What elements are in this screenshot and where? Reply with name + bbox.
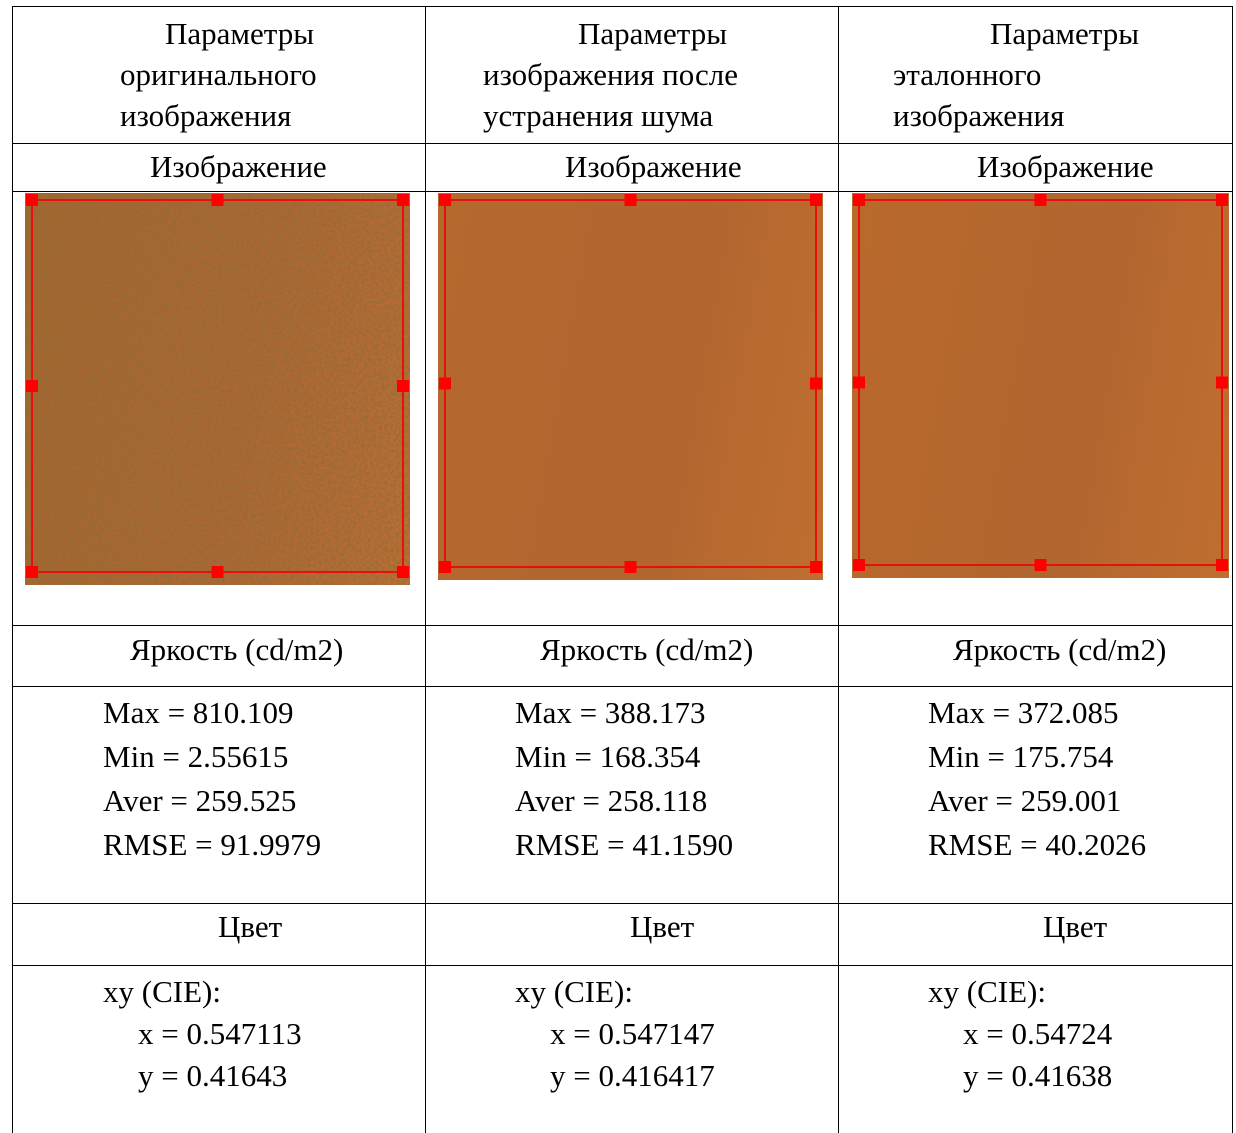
table-border: [12, 903, 1233, 904]
color-line: xy (CIE):: [515, 976, 633, 1007]
selection-overlay: [852, 193, 1229, 578]
sample-image: [438, 193, 823, 580]
table-border: [838, 6, 839, 1133]
color-line: xy (CIE):: [928, 976, 1046, 1007]
document-page: Параметры оригинального изображения Изображ…: [0, 0, 1236, 1133]
column-header: эталонного: [893, 59, 1041, 90]
row-label: Изображение: [565, 151, 742, 182]
stat-line: Max = 388.173: [515, 697, 706, 728]
stat-line: RMSE = 40.2026: [928, 829, 1146, 860]
row-label: Яркость (cd/m2): [953, 634, 1166, 665]
row-label: Цвет: [1043, 911, 1107, 942]
stat-line: RMSE = 91.9979: [103, 829, 321, 860]
stat-line: Max = 372.085: [928, 697, 1119, 728]
row-label: Яркость (cd/m2): [130, 634, 343, 665]
row-label: Цвет: [630, 911, 694, 942]
row-label: Яркость (cd/m2): [540, 634, 753, 665]
selection-overlay: [25, 193, 410, 585]
column-header: устранения шума: [483, 100, 713, 131]
table-border: [12, 143, 1233, 144]
column-header: Параметры: [165, 18, 314, 49]
column-header: Параметры: [990, 18, 1139, 49]
row-label: Изображение: [150, 151, 327, 182]
color-line: x = 0.54724: [963, 1018, 1112, 1049]
table-border: [1232, 6, 1233, 1133]
column-header: изображения: [120, 100, 291, 131]
sample-image: [25, 193, 410, 585]
column-header: оригинального: [120, 59, 317, 90]
color-line: y = 0.41638: [963, 1060, 1112, 1091]
column-header: изображения после: [483, 59, 738, 90]
color-line: x = 0.547113: [138, 1018, 302, 1049]
sample-image: [852, 193, 1229, 578]
table-border: [12, 6, 1233, 7]
stat-line: Min = 175.754: [928, 741, 1113, 772]
table-border: [12, 686, 1233, 687]
stat-line: Aver = 259.001: [928, 785, 1121, 816]
column-header: Параметры: [578, 18, 727, 49]
table-border: [425, 6, 426, 1133]
selection-overlay: [438, 193, 823, 580]
color-line: x = 0.547147: [550, 1018, 715, 1049]
table-border: [12, 6, 13, 1133]
color-line: y = 0.416417: [550, 1060, 715, 1091]
stat-line: Min = 168.354: [515, 741, 700, 772]
color-line: y = 0.41643: [138, 1060, 287, 1091]
row-label: Цвет: [218, 911, 282, 942]
stat-line: RMSE = 41.1590: [515, 829, 733, 860]
table-border: [12, 625, 1233, 626]
column-header: изображения: [893, 100, 1064, 131]
table-border: [12, 191, 1233, 192]
stat-line: Aver = 258.118: [515, 785, 707, 816]
row-label: Изображение: [977, 151, 1154, 182]
stat-line: Max = 810.109: [103, 697, 294, 728]
stat-line: Aver = 259.525: [103, 785, 296, 816]
table-border: [12, 965, 1233, 966]
color-line: xy (CIE):: [103, 976, 221, 1007]
stat-line: Min = 2.55615: [103, 741, 288, 772]
